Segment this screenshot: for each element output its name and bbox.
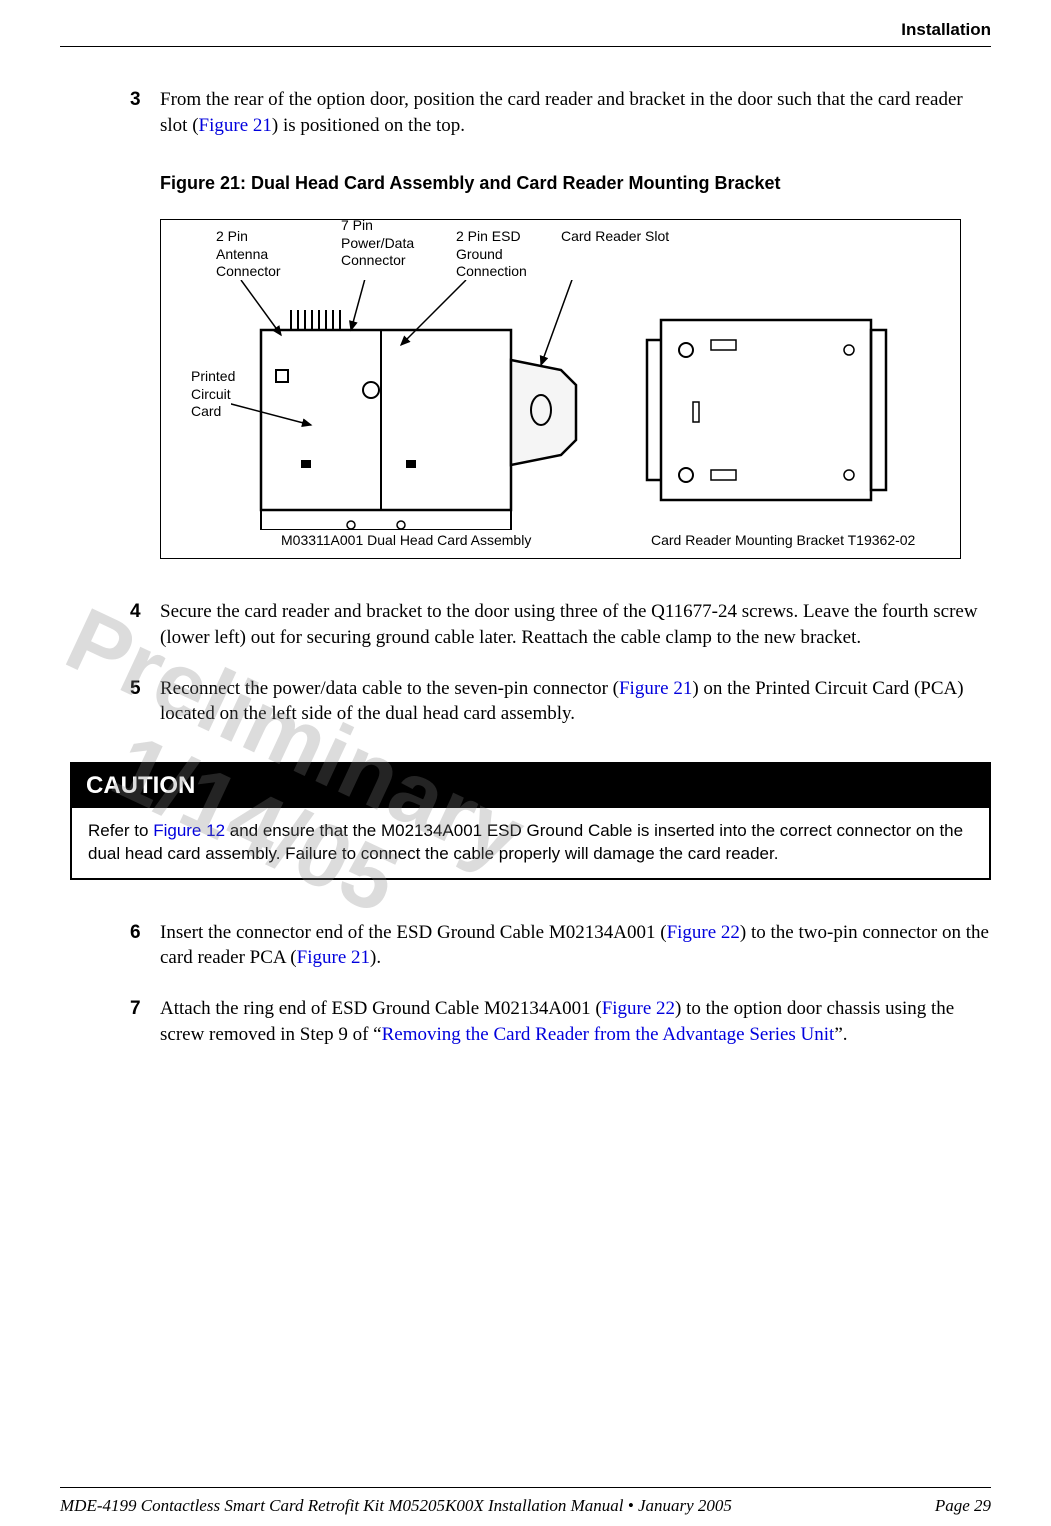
caution-box: CAUTION Refer to Figure 12 and ensure th… [70,762,991,880]
caption-left: M03311A001 Dual Head Card Assembly [281,532,531,548]
text-segment: Refer to [88,821,153,840]
step-number: 7 [130,996,160,1047]
step-text: From the rear of the option door, positi… [160,87,991,138]
figure-reference[interactable]: Figure 12 [153,821,225,840]
label-7pin-power: 7 Pin Power/Data Connector [341,217,414,270]
footer-left: MDE-4199 Contactless Smart Card Retrofit… [60,1496,732,1516]
page-footer: MDE-4199 Contactless Smart Card Retrofit… [60,1487,991,1516]
footer-right: Page 29 [935,1496,991,1516]
figure-reference[interactable]: Figure 21 [199,115,272,136]
step-number: 4 [130,599,160,650]
step-7: 7 Attach the ring end of ESD Ground Cabl… [130,996,991,1047]
figure-reference[interactable]: Figure 21 [619,678,692,699]
step-text: Secure the card reader and bracket to th… [160,599,991,650]
label-pcb: Printed Circuit Card [191,368,235,421]
caution-heading: CAUTION [72,764,989,808]
text-segment: Insert the connector end of the ESD Grou… [160,922,667,943]
text-segment: Attach the ring end of ESD Ground Cable … [160,998,602,1019]
figure-reference[interactable]: Figure 22 [602,998,675,1019]
figure-title: Figure 21: Dual Head Card Assembly and C… [160,173,991,194]
text-segment: Reconnect the power/data cable to the se… [160,678,619,699]
step-text: Insert the connector end of the ESD Grou… [160,920,991,971]
caution-body: Refer to Figure 12 and ensure that the M… [72,808,989,878]
step-number: 3 [130,87,160,138]
caption-right: Card Reader Mounting Bracket T19362-02 [651,532,915,548]
figure-reference[interactable]: Figure 21 [297,947,370,968]
figure-reference[interactable]: Figure 22 [667,922,740,943]
label-2pin-antenna: 2 Pin Antenna Connector [216,228,281,281]
diagram-svg [231,280,951,530]
step-5: 5 Reconnect the power/data cable to the … [130,676,991,727]
text-segment: ). [370,947,381,968]
step-text: Reconnect the power/data cable to the se… [160,676,991,727]
section-header: Installation [60,20,991,47]
step-4: 4 Secure the card reader and bracket to … [130,599,991,650]
cross-reference[interactable]: Removing the Card Reader from the Advant… [382,1024,835,1045]
label-card-reader-slot: Card Reader Slot [561,228,669,246]
step-3: 3 From the rear of the option door, posi… [130,87,991,138]
figure-21-box: 2 Pin Antenna Connector 7 Pin Power/Data… [160,219,961,559]
step-number: 6 [130,920,160,971]
text-segment: ”. [834,1024,847,1045]
step-6: 6 Insert the connector end of the ESD Gr… [130,920,991,971]
step-text: Attach the ring end of ESD Ground Cable … [160,996,991,1047]
text-segment: ) is positioned on the top. [272,115,465,136]
label-2pin-esd: 2 Pin ESD Ground Connection [456,228,527,281]
step-number: 5 [130,676,160,727]
